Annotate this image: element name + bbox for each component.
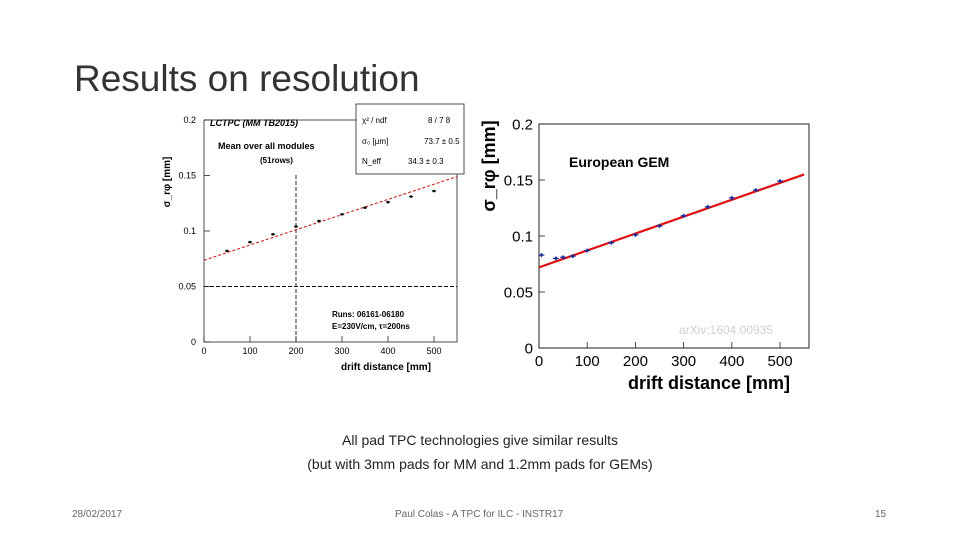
european-gem-resolution-plot: European GEM arXiv:1604.00935 σ_rφ [mm] … bbox=[479, 116, 814, 398]
data-point bbox=[680, 213, 687, 218]
fit-stats-box bbox=[355, 103, 465, 175]
fit-chi2-label: χ² / ndf bbox=[362, 116, 387, 125]
data-point bbox=[728, 195, 735, 200]
data-point bbox=[294, 225, 298, 228]
y-tick-label: 0.05 bbox=[504, 284, 533, 301]
right-x-tick-labels: 0 100 200 300 400 500 bbox=[535, 353, 793, 370]
left-plot-subtitle: Mean over all modules bbox=[218, 141, 315, 151]
right-fit-line bbox=[538, 173, 805, 269]
data-point bbox=[248, 240, 252, 244]
data-point bbox=[777, 179, 784, 184]
y-tick-label: 0 bbox=[191, 337, 196, 347]
y-tick-label: 0.1 bbox=[183, 226, 196, 236]
data-point bbox=[363, 206, 367, 209]
left-x-axis-label: drift distance [mm] bbox=[341, 362, 431, 373]
x-tick-label: 200 bbox=[623, 353, 648, 370]
left-y-tick-labels: 0 0.05 0.1 0.15 0.2 bbox=[178, 115, 196, 347]
y-tick-label: 0.15 bbox=[504, 172, 533, 189]
left-fit-line bbox=[203, 176, 458, 261]
right-plot-title: European GEM bbox=[569, 154, 669, 170]
left-plot-title: LCTPC (MM TB2015) bbox=[210, 118, 298, 128]
data-point bbox=[560, 255, 567, 260]
data-point bbox=[704, 204, 711, 209]
data-point bbox=[317, 219, 321, 223]
lctpc-resolution-plot: LCTPC (MM TB2015) Mean over all modules … bbox=[160, 102, 465, 375]
data-point bbox=[752, 188, 759, 193]
page-number: 15 bbox=[875, 509, 887, 520]
data-point bbox=[552, 256, 559, 261]
caption-line-1: All pad TPC technologies give similar re… bbox=[342, 432, 618, 448]
footer-date: 28/02/2017 bbox=[72, 509, 123, 520]
fit-sigma0-label: σ₀ [μm] bbox=[362, 137, 388, 146]
y-tick-label: 0.05 bbox=[178, 282, 196, 292]
x-tick-label: 200 bbox=[288, 346, 303, 356]
data-point bbox=[409, 195, 413, 198]
data-point bbox=[632, 232, 639, 237]
data-point bbox=[656, 223, 663, 228]
left-y-axis-label: σ_rφ [mm] bbox=[162, 157, 173, 208]
slide-title: Results on resolution bbox=[74, 58, 420, 99]
x-tick-label: 400 bbox=[380, 346, 395, 356]
left-ticks bbox=[203, 119, 435, 343]
fit-sigma0-value: 73.7 ± 0.5 bbox=[424, 137, 460, 146]
conditions-text: E=230V/cm, τ=200ns bbox=[332, 322, 410, 331]
y-tick-label: 0.15 bbox=[178, 171, 196, 181]
runs-text: Runs: 06161-06180 bbox=[332, 310, 405, 319]
right-data-points bbox=[538, 179, 784, 261]
footer-center-text: Paul Colas - A TPC for ILC - INSTR17 bbox=[395, 509, 564, 520]
arxiv-watermark: arXiv:1604.00935 bbox=[679, 323, 773, 337]
right-x-axis-label: drift distance [mm] bbox=[628, 373, 790, 393]
x-tick-label: 500 bbox=[768, 353, 793, 370]
caption-line-2: (but with 3mm pads for MM and 1.2mm pads… bbox=[307, 456, 653, 472]
x-tick-label: 0 bbox=[201, 346, 206, 356]
data-point bbox=[569, 254, 576, 259]
x-tick-label: 300 bbox=[671, 353, 696, 370]
right-y-tick-labels: 0 0.05 0.1 0.15 0.2 bbox=[504, 116, 533, 357]
data-point bbox=[386, 200, 390, 204]
y-tick-label: 0.1 bbox=[512, 228, 533, 245]
x-tick-label: 100 bbox=[575, 353, 600, 370]
right-ticks bbox=[538, 123, 781, 349]
x-tick-label: 400 bbox=[719, 353, 744, 370]
x-tick-label: 300 bbox=[334, 346, 349, 356]
data-point bbox=[432, 189, 436, 193]
fit-neff-value: 34.3 ± 0.3 bbox=[408, 157, 444, 166]
data-point bbox=[340, 213, 344, 216]
x-tick-label: 100 bbox=[242, 346, 257, 356]
data-point bbox=[584, 248, 591, 253]
fit-chi2-value: 8 / 7 8 bbox=[428, 116, 451, 125]
left-x-tick-labels: 0 100 200 300 400 500 bbox=[201, 346, 441, 356]
y-tick-label: 0 bbox=[525, 340, 533, 357]
data-point bbox=[538, 253, 545, 258]
y-tick-label: 0.2 bbox=[512, 116, 533, 133]
fit-neff-label: N_eff bbox=[362, 157, 382, 166]
y-tick-label: 0.2 bbox=[183, 115, 196, 125]
left-data-points bbox=[225, 189, 436, 253]
left-plot-subtitle2: (51rows) bbox=[260, 156, 293, 165]
data-point bbox=[608, 240, 615, 245]
right-y-axis-label: σ_rφ [mm] bbox=[479, 120, 499, 211]
x-tick-label: 0 bbox=[535, 353, 543, 370]
data-point bbox=[225, 249, 229, 253]
x-tick-label: 500 bbox=[426, 346, 441, 356]
data-point bbox=[271, 233, 275, 236]
